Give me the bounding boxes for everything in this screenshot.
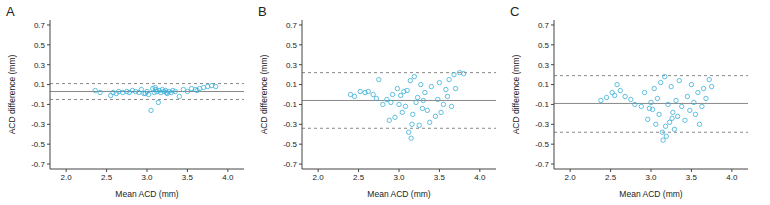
svg-text:4.0: 4.0: [726, 173, 738, 182]
svg-text:0.7: 0.7: [286, 21, 298, 30]
svg-text:0.1: 0.1: [538, 80, 550, 89]
html-text:A: A: [6, 4, 15, 19]
svg-text:2.5: 2.5: [101, 173, 113, 182]
svg-text:4.0: 4.0: [474, 173, 486, 182]
svg-text:3.5: 3.5: [182, 173, 194, 182]
svg-text:-0.1: -0.1: [283, 100, 297, 109]
svg-text:0.1: 0.1: [34, 80, 46, 89]
svg-text:-0.5: -0.5: [283, 140, 297, 149]
svg-text:-0.7: -0.7: [535, 160, 549, 169]
svg-text:3.0: 3.0: [393, 173, 405, 182]
svg-text:2.0: 2.0: [313, 173, 325, 182]
svg-text:-0.3: -0.3: [535, 120, 549, 129]
svg-text:4.0: 4.0: [222, 173, 234, 182]
svg-text:0.3: 0.3: [34, 61, 46, 70]
svg-text:3.5: 3.5: [434, 173, 446, 182]
svg-text:-0.1: -0.1: [31, 100, 45, 109]
svg-text:Mean ACD (mm): Mean ACD (mm): [367, 189, 430, 199]
svg-text:Mean ACD (mm): Mean ACD (mm): [115, 189, 178, 199]
svg-text:-0.7: -0.7: [31, 160, 45, 169]
svg-text:3.0: 3.0: [141, 173, 153, 182]
svg-text:ACD difference (mm): ACD difference (mm): [8, 54, 17, 134]
svg-text:-0.5: -0.5: [535, 140, 549, 149]
svg-text:-0.1: -0.1: [535, 100, 549, 109]
svg-text:-0.7: -0.7: [283, 160, 297, 169]
html-text:C: C: [510, 4, 520, 19]
svg-text:0.1: 0.1: [286, 80, 298, 89]
svg-text:ACD difference (mm): ACD difference (mm): [511, 54, 521, 134]
svg-text:0.3: 0.3: [538, 61, 550, 70]
svg-text:0.5: 0.5: [34, 41, 46, 50]
svg-text:2.0: 2.0: [61, 173, 73, 182]
svg-text:0.5: 0.5: [286, 41, 298, 50]
svg-text:2.0: 2.0: [565, 173, 577, 182]
svg-text:0.7: 0.7: [538, 21, 550, 30]
svg-text:3.5: 3.5: [686, 173, 698, 182]
svg-text:0.7: 0.7: [34, 21, 46, 30]
svg-text:3.0: 3.0: [645, 173, 657, 182]
svg-text:0.5: 0.5: [538, 41, 550, 50]
svg-text:Mean ACD (mm): Mean ACD (mm): [619, 189, 682, 199]
html-text:B: B: [258, 4, 267, 19]
svg-text:-0.3: -0.3: [31, 120, 45, 129]
svg-text:2.5: 2.5: [353, 173, 365, 182]
svg-text:2.5: 2.5: [605, 173, 617, 182]
svg-text:ACD difference (mm): ACD difference (mm): [259, 54, 269, 134]
svg-text:-0.5: -0.5: [31, 140, 45, 149]
svg-text:-0.3: -0.3: [283, 120, 297, 129]
svg-text:0.3: 0.3: [286, 61, 298, 70]
